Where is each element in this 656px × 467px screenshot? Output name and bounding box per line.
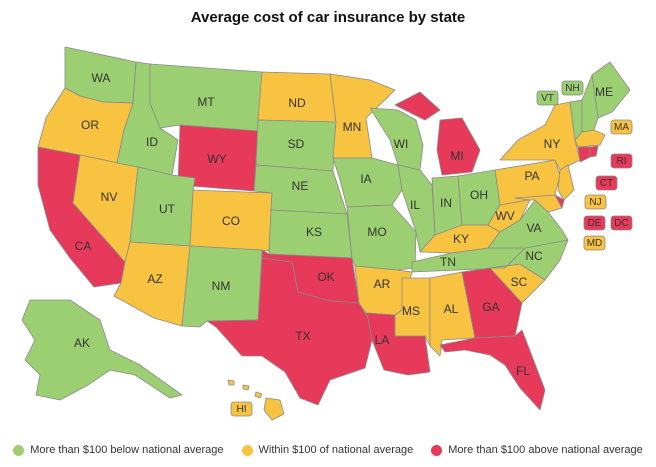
state-HI[interactable] [227, 379, 285, 421]
label-TN: TN [440, 255, 456, 269]
badge-DC[interactable]: DC [610, 215, 633, 231]
legend-item-below[interactable]: More than $100 below national average [13, 444, 224, 456]
label-ND: ND [288, 96, 306, 110]
svg-text:DE: DE [588, 218, 602, 229]
label-IL: IL [410, 198, 420, 212]
label-OR: OR [81, 118, 99, 132]
label-NY: NY [544, 137, 561, 151]
label-AK: AK [74, 336, 90, 350]
badge-RI[interactable]: RI [610, 153, 633, 169]
state-AK[interactable] [21, 299, 183, 401]
label-SD: SD [288, 137, 305, 151]
label-ME: ME [595, 85, 613, 99]
label-AR: AR [374, 277, 391, 291]
label-KS: KS [306, 225, 322, 239]
state-MN[interactable] [329, 73, 396, 159]
label-IA: IA [360, 172, 371, 186]
state-IA[interactable] [332, 157, 403, 208]
label-KY: KY [453, 232, 469, 246]
label-MO: MO [367, 225, 386, 239]
label-WA: WA [92, 71, 111, 85]
label-NV: NV [101, 190, 118, 204]
svg-text:HI: HI [237, 404, 247, 415]
label-NC: NC [525, 249, 543, 263]
svg-text:NJ: NJ [589, 197, 601, 208]
legend-label-within: Within $100 of national average [258, 444, 414, 456]
badge-CT[interactable]: CT [595, 175, 618, 191]
label-NE: NE [292, 179, 309, 193]
label-PA: PA [524, 169, 539, 183]
svg-text:MD: MD [587, 238, 603, 249]
state-NH[interactable] [581, 74, 599, 133]
label-LA: LA [375, 333, 390, 347]
state-NJ[interactable] [557, 164, 575, 201]
label-TX: TX [295, 329, 310, 343]
state-CT[interactable] [577, 146, 591, 163]
badge-DE[interactable]: DE [583, 215, 606, 231]
svg-text:CT: CT [600, 178, 613, 189]
label-CA: CA [75, 239, 92, 253]
state-GA[interactable] [461, 267, 523, 339]
legend-label-above: More than $100 above national average [448, 444, 643, 456]
label-CO: CO [222, 214, 240, 228]
legend-swatch-below [13, 444, 25, 456]
state-PA[interactable] [494, 159, 561, 206]
label-WV: WV [495, 209, 514, 223]
badge-VT[interactable]: VT [536, 90, 559, 106]
label-MT: MT [197, 95, 215, 109]
badge-NH[interactable]: NH [561, 80, 584, 96]
state-WI[interactable] [369, 107, 424, 171]
state-MO[interactable] [346, 204, 417, 271]
label-ID: ID [146, 135, 158, 149]
svg-text:RI: RI [617, 156, 627, 167]
label-MN: MN [343, 120, 362, 134]
legend: More than $100 below national average Wi… [0, 444, 656, 456]
svg-text:DC: DC [614, 218, 628, 229]
label-WY: WY [207, 152, 226, 166]
legend-item-above[interactable]: More than $100 above national average [431, 444, 643, 456]
label-VA: VA [526, 221, 541, 235]
badge-MA[interactable]: MA [610, 119, 633, 135]
label-FL: FL [516, 364, 530, 378]
state-DE[interactable] [554, 194, 565, 209]
legend-item-within[interactable]: Within $100 of national average [241, 444, 414, 456]
svg-text:MA: MA [614, 122, 629, 133]
label-MS: MS [402, 304, 420, 318]
label-OK: OK [317, 270, 334, 284]
legend-label-below: More than $100 below national average [30, 444, 224, 456]
label-AZ: AZ [147, 272, 162, 286]
label-IN: IN [440, 196, 452, 210]
state-RI[interactable] [589, 145, 599, 158]
state-FL[interactable] [439, 329, 546, 411]
label-MI: MI [450, 149, 463, 163]
svg-text:VT: VT [541, 93, 554, 104]
label-NM: NM [212, 279, 231, 293]
state-TX[interactable] [206, 257, 373, 406]
label-AL: AL [444, 302, 459, 316]
map-title: Average cost of car insurance by state [190, 9, 466, 26]
label-UT: UT [159, 202, 176, 216]
state-MI[interactable] [394, 91, 481, 176]
label-GA: GA [482, 300, 499, 314]
legend-swatch-above [431, 444, 443, 456]
badge-MD[interactable]: MD [583, 235, 606, 251]
label-SC: SC [511, 275, 528, 289]
label-WI: WI [394, 137, 409, 151]
state-NY[interactable] [499, 101, 581, 171]
badge-NJ[interactable]: NJ [584, 194, 607, 210]
legend-swatch-within [241, 444, 253, 456]
badge-HI[interactable]: HI [230, 401, 253, 417]
svg-text:NH: NH [565, 83, 579, 94]
label-OH: OH [470, 188, 488, 202]
